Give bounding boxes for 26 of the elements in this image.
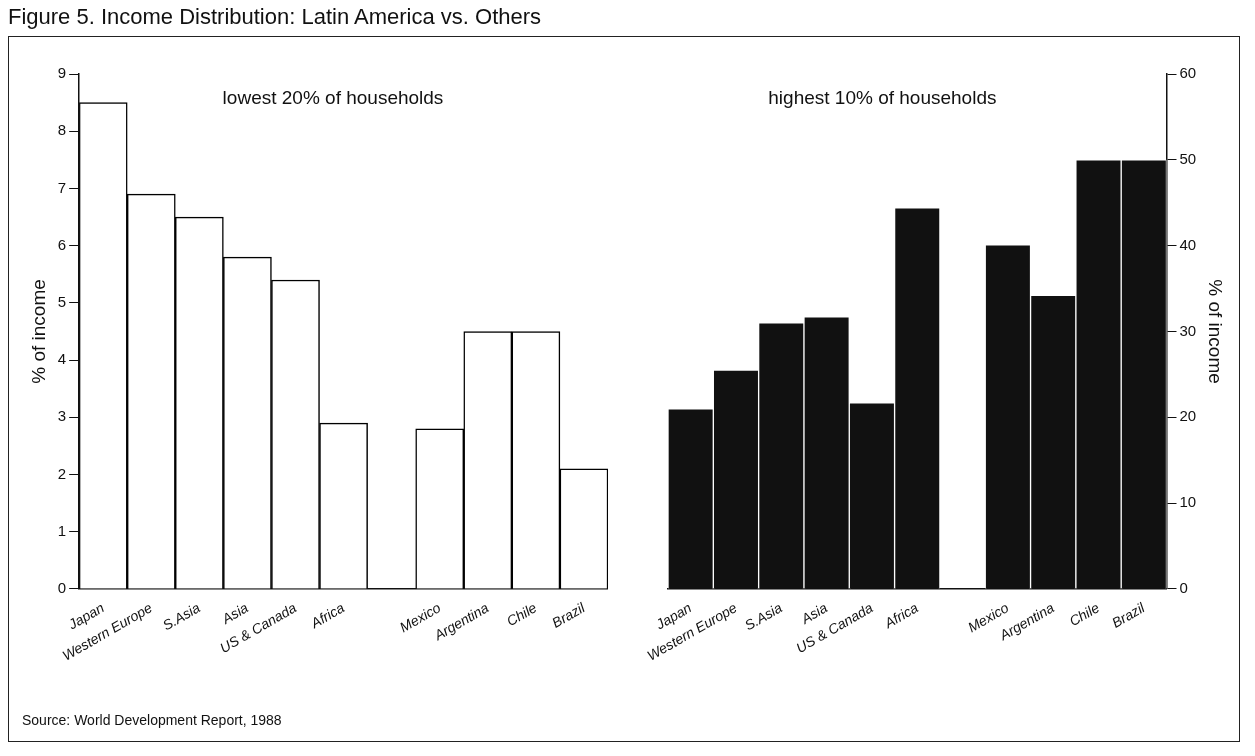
source-note: Source: World Development Report, 1988 (22, 712, 282, 728)
y2-axis-title: % of income (1205, 279, 1227, 384)
y2-tick-label: 0 (1179, 579, 1188, 597)
y-tick-label: 9 (57, 64, 67, 82)
y2-tick-label: 10 (1179, 493, 1197, 511)
y-tick-label: 8 (57, 121, 67, 139)
y-axis-title: % of income (27, 279, 49, 384)
x-tick-label: Chile (1066, 599, 1103, 630)
y-tick-label: 6 (57, 235, 67, 253)
text: lowest 20% of households (222, 87, 444, 108)
y2-tick-label: 40 (1179, 235, 1197, 253)
y2-tick-label: 60 (1179, 64, 1197, 82)
y2-tick-label: 20 (1179, 407, 1197, 425)
y2-tick-label: 30 (1179, 321, 1197, 339)
y-tick-label: 0 (57, 579, 67, 597)
y-tick-label: 4 (57, 350, 67, 368)
y-tick-label: 3 (57, 407, 67, 425)
x-tick-label: Chile (503, 599, 540, 630)
y-tick-label: 2 (57, 464, 67, 482)
text: highest 10% of households (768, 87, 997, 108)
x-tick-label: Asia (218, 599, 252, 628)
y-tick-label: 7 (57, 178, 67, 196)
y-tick-label: 1 (57, 521, 67, 539)
y2-tick-label: 50 (1179, 149, 1197, 167)
y-tick-label: 5 (57, 293, 67, 311)
chart-title: Figure 5. Income Distribution: Latin America vs. Others (8, 4, 542, 30)
